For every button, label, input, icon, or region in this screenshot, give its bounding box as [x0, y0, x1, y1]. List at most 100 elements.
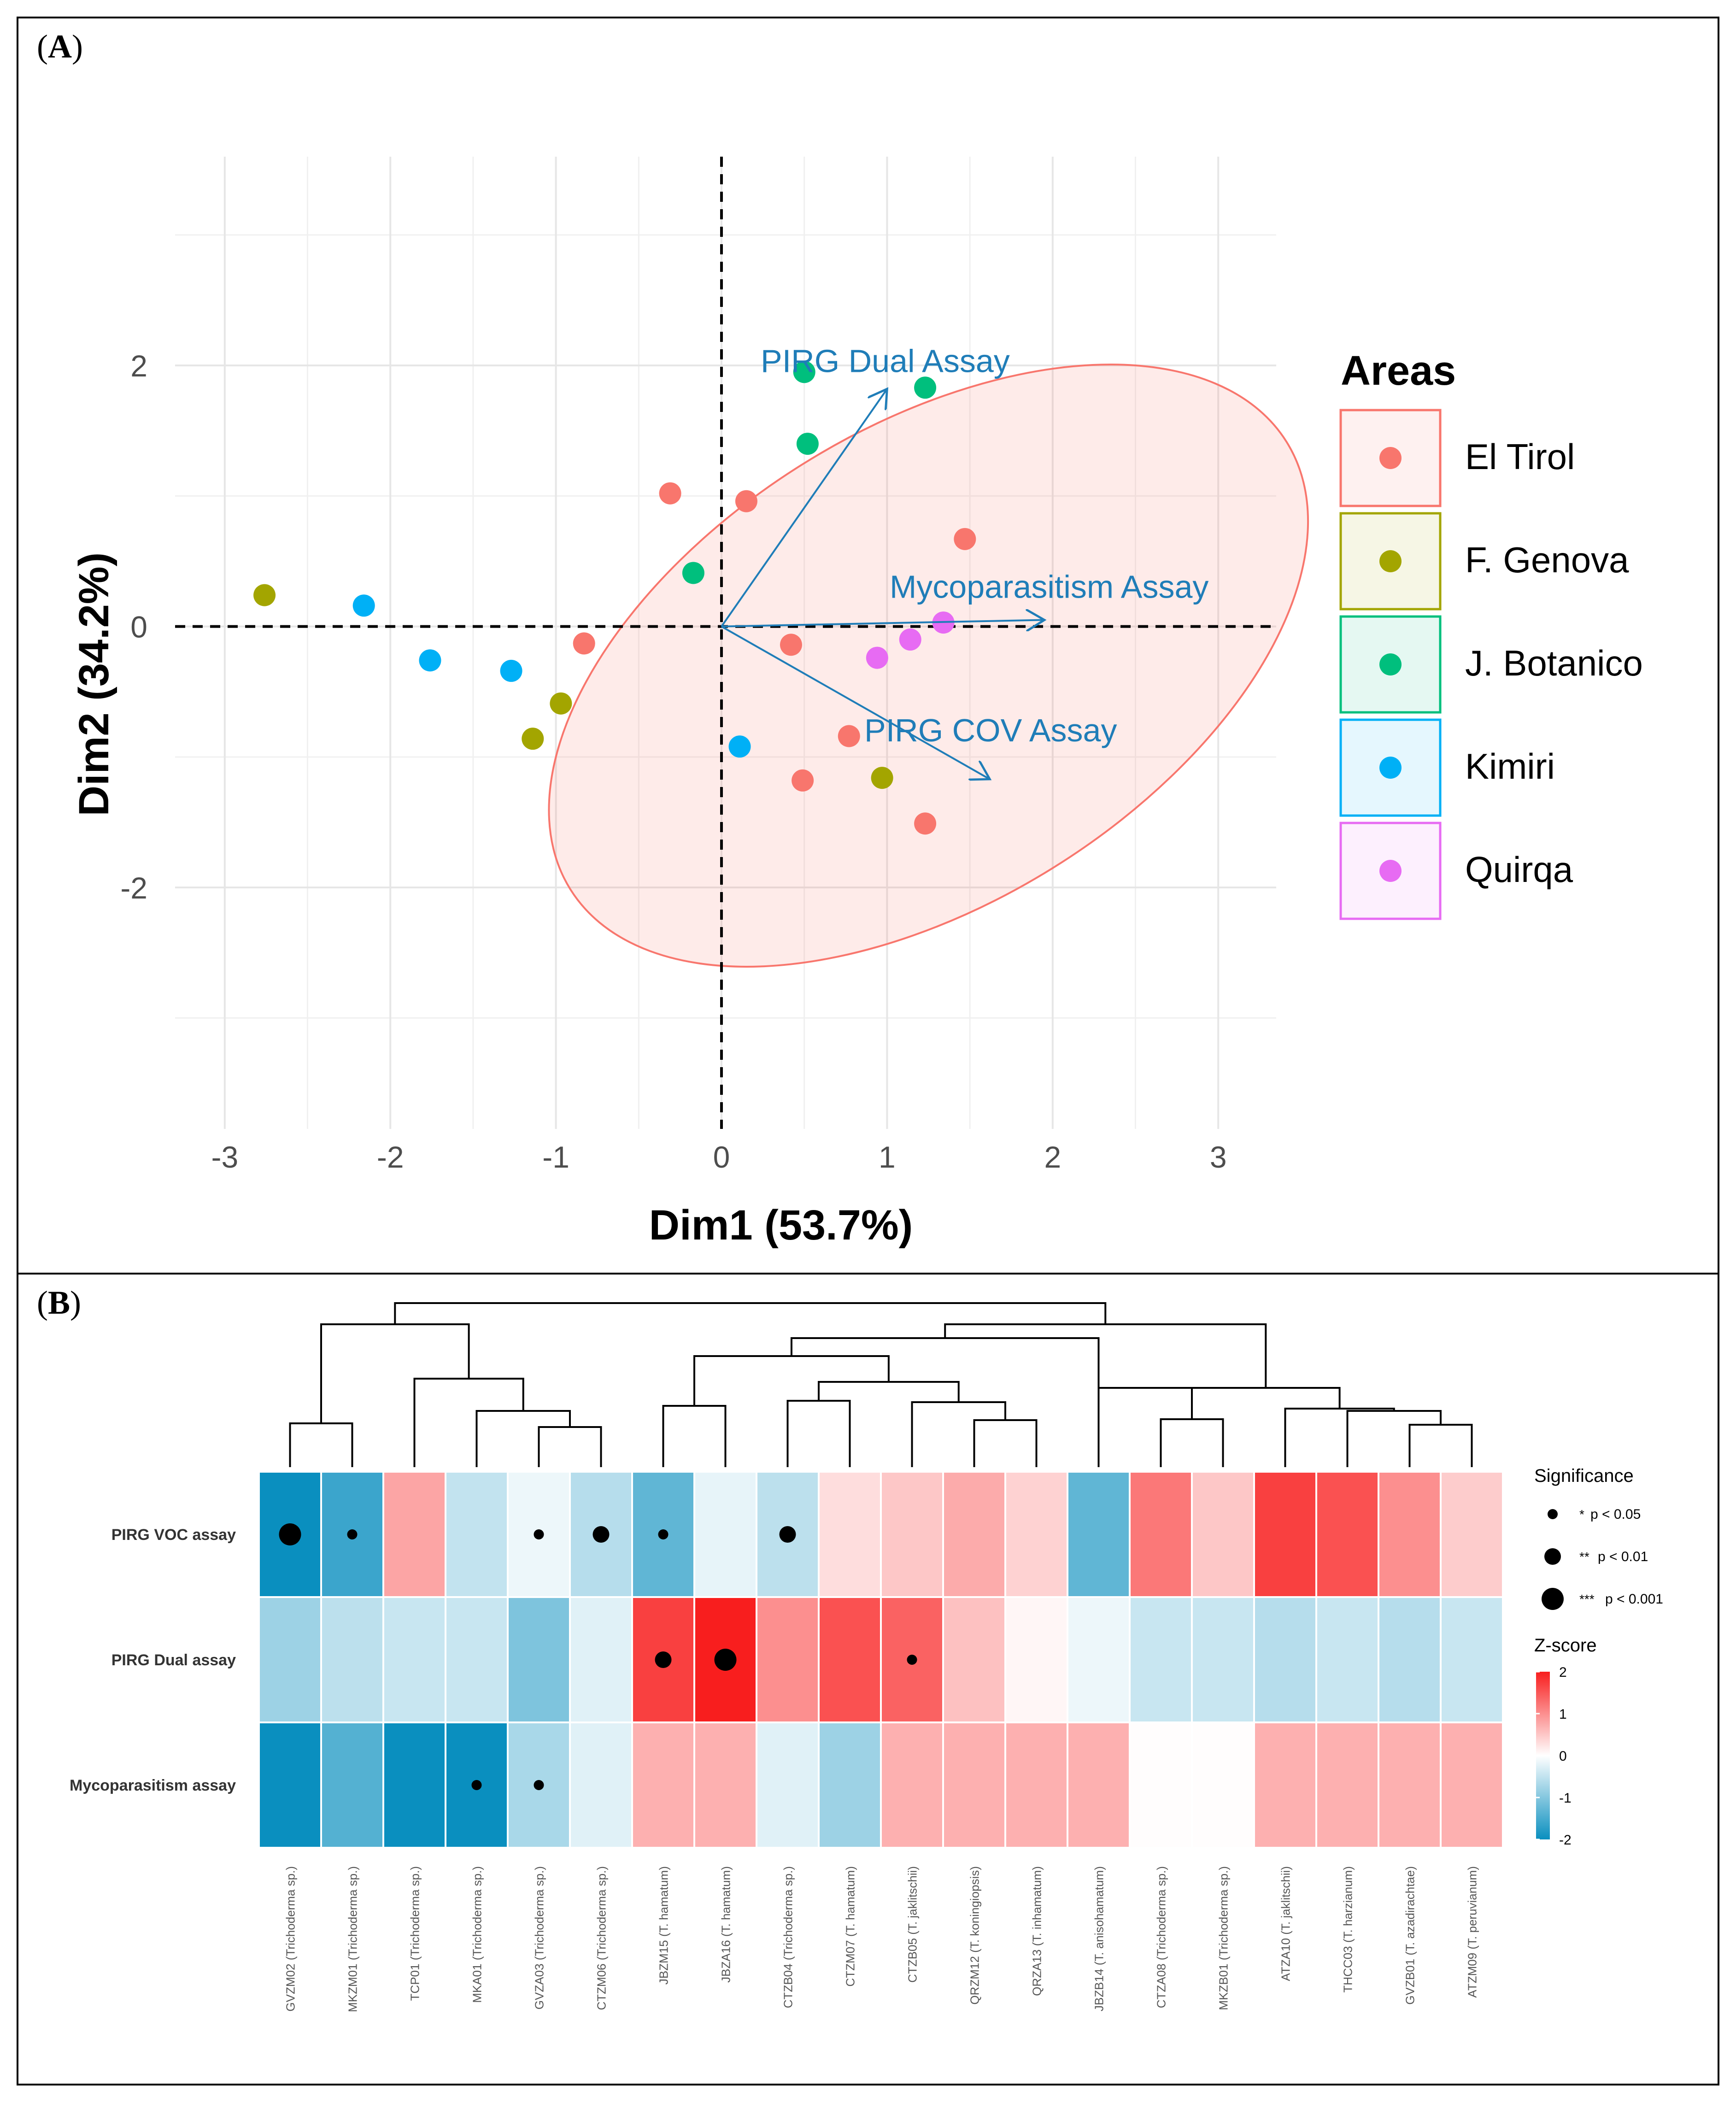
legend-marker [1379, 550, 1402, 572]
column-label: MKZM01 (Trichoderma sp.) [346, 1866, 360, 2012]
panel-b-label: (B) [37, 1284, 81, 1321]
heatmap-cell [1067, 1471, 1131, 1598]
legend-marker [1379, 447, 1402, 469]
legend-label: El Tirol [1465, 436, 1575, 477]
loading-vector [721, 620, 1044, 626]
column-label: JBZB14 (T. anisohamatum) [1092, 1866, 1106, 2011]
x-tick-label: -2 [377, 1140, 404, 1174]
heatmap-cell [569, 1596, 633, 1723]
heatmap-cell [569, 1721, 633, 1849]
heatmap-cell [1315, 1471, 1379, 1598]
heatmap-cell [631, 1721, 695, 1849]
heatmap-cell [1191, 1596, 1255, 1723]
heatmap-cell [1253, 1596, 1317, 1723]
panel-a: (A) -3 -2 -1 0 1 2 3 -2 0 2 PIRG Dual Assay Mycopar… [17, 17, 1719, 1275]
row-label: PIRG VOC assay [111, 1526, 236, 1544]
legend-label: Quirqa [1465, 849, 1573, 890]
legend-item: F. Genova [1339, 512, 1629, 611]
x-tick-label: 3 [1210, 1140, 1227, 1174]
data-point [659, 482, 681, 505]
significance-legend-stars: *** [1579, 1592, 1595, 1606]
heatmap-cell [1004, 1471, 1068, 1598]
data-point [728, 735, 751, 758]
legend-marker [1379, 860, 1402, 882]
column-label: THCC03 (T. harzianum) [1341, 1866, 1355, 1993]
column-label: CTZA08 (Trichoderma sp.) [1155, 1866, 1168, 2008]
significance-dot [779, 1526, 796, 1543]
heatmap-cell [880, 1721, 944, 1849]
x-tick-label: -1 [542, 1140, 569, 1174]
heatmap-cell [258, 1721, 322, 1849]
data-point [914, 376, 937, 399]
column-label: ATZA10 (T. jaklitschii) [1279, 1866, 1293, 1981]
confidence-ellipse-el-tirol [548, 364, 1309, 968]
heatmap-cell [818, 1471, 882, 1598]
heatmap-cell [1191, 1471, 1255, 1598]
colorbar-tick-label: 1 [1559, 1707, 1567, 1722]
significance-dot [658, 1529, 669, 1539]
data-point [871, 767, 893, 789]
heatmap-cell [818, 1721, 882, 1849]
y-tick-label: -2 [120, 871, 147, 905]
significance-dot [592, 1526, 610, 1543]
heatmap: PIRG VOC assay PIRG Dual assay Mycoparasit… [70, 1302, 1663, 2012]
significance-dot [534, 1529, 544, 1539]
column-label: MKA01 (Trichoderma sp.) [470, 1866, 484, 2003]
heatmap-cell [693, 1471, 757, 1598]
colorbar-tick-label: -2 [1559, 1833, 1572, 1848]
heatmap-cell [942, 1721, 1006, 1849]
legend-label: J. Botanico [1465, 643, 1643, 683]
data-point [793, 361, 815, 383]
heatmap-cell [1315, 1596, 1379, 1723]
vector-label: PIRG Dual Assay [761, 343, 1010, 379]
pca-biplot: -3 -2 -1 0 1 2 3 -2 0 2 PIRG Dual Assay Mycoparasit… [70, 157, 1643, 1249]
significance-dot [907, 1655, 917, 1665]
heatmap-cell [756, 1596, 820, 1723]
heatmap-cell [1191, 1721, 1255, 1849]
significance-dot [534, 1780, 544, 1790]
data-point [352, 594, 375, 617]
significance-dot [279, 1523, 301, 1545]
data-point [550, 692, 572, 715]
column-label: CTZM07 (T. hamatum) [844, 1866, 857, 1987]
heatmap-cell [382, 1596, 446, 1723]
dendrogram-branches [289, 1302, 1473, 1467]
significance-legend-text: p < 0.05 [1590, 1507, 1641, 1522]
legend-label: Kimiri [1465, 746, 1555, 787]
series-j-botanico [682, 361, 937, 584]
heatmap-cell [1315, 1721, 1379, 1849]
heatmap-cell [1067, 1721, 1131, 1849]
data-point [954, 528, 976, 550]
significance-dot [714, 1649, 737, 1671]
legend-item: El Tirol [1339, 409, 1575, 507]
heatmap-cell [445, 1471, 509, 1598]
series-quirqa [866, 611, 955, 669]
column-label: GVZB01 (T. azadirachtae) [1403, 1866, 1417, 2005]
data-point [735, 490, 757, 512]
legend-item: Quirqa [1339, 822, 1573, 920]
legend-marker [1379, 653, 1402, 676]
column-label: JBZA16 (T. hamatum) [719, 1866, 733, 1983]
row-label: PIRG Dual assay [111, 1651, 236, 1669]
legend-title: Areas [1341, 348, 1456, 394]
row-label: Mycoparasitism assay [70, 1777, 236, 1794]
heatmap-cell [1004, 1721, 1068, 1849]
data-point [866, 646, 888, 669]
series-el-tirol [573, 482, 976, 835]
heatmap-cell [1378, 1471, 1442, 1598]
data-point [796, 433, 819, 455]
data-point [500, 659, 522, 682]
heatmap-cell [942, 1596, 1006, 1723]
data-point [573, 632, 595, 655]
colorbar-tick-label: 0 [1559, 1749, 1567, 1764]
data-point [253, 584, 276, 606]
legend-marker [1379, 757, 1402, 779]
panel-a-label: (A) [37, 28, 83, 65]
data-point [682, 562, 704, 584]
heatmap-cell [1440, 1721, 1504, 1849]
heatmap-cell [1378, 1596, 1442, 1723]
significance-legend-title: Significance [1534, 1466, 1634, 1486]
heatmap-cell [382, 1721, 446, 1849]
heatmap-cell [942, 1471, 1006, 1598]
heatmap-cell [880, 1471, 944, 1598]
